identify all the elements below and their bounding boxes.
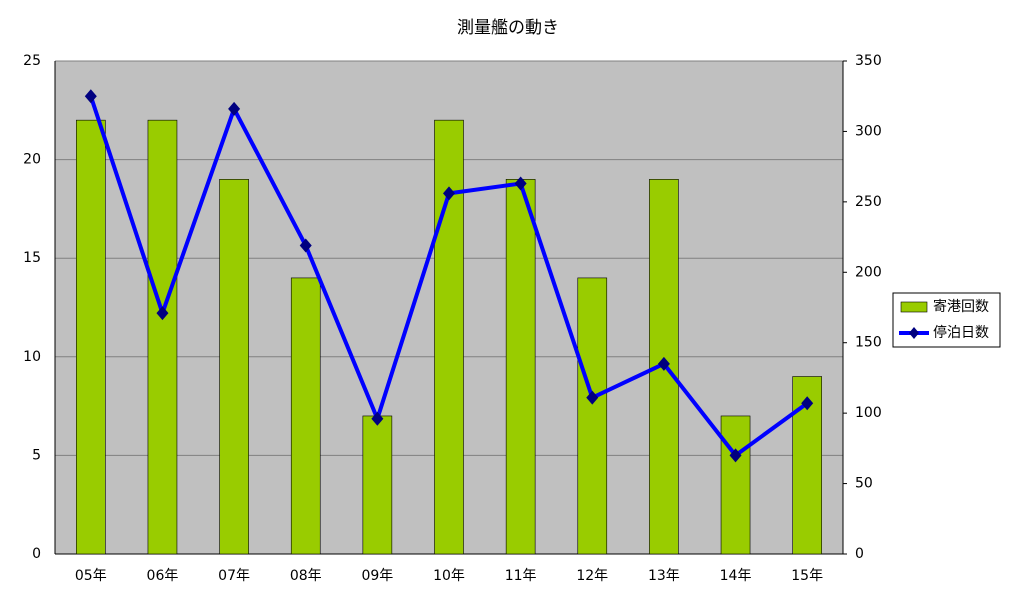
- y2-tick-label: 350: [855, 53, 882, 69]
- y2-tick-label: 0: [855, 546, 864, 562]
- line-marker: [371, 411, 384, 426]
- line-marker: [514, 176, 527, 191]
- bar: [362, 415, 393, 555]
- bar: [577, 277, 608, 555]
- y-tick-label: 5: [32, 447, 41, 463]
- legend-label: 寄港回数: [933, 298, 989, 315]
- x-tick-label: 15年: [791, 568, 823, 584]
- line-marker: [299, 238, 312, 253]
- bar: [290, 277, 321, 555]
- line-marker: [228, 101, 241, 116]
- y2-tick-label: 150: [855, 335, 882, 351]
- line-marker: [586, 390, 599, 405]
- x-tick-label: 06年: [147, 568, 179, 584]
- legend-label: 停泊日数: [933, 324, 989, 341]
- bar: [76, 119, 106, 555]
- x-tick-label: 11年: [505, 568, 537, 584]
- bar: [219, 179, 249, 555]
- x-tick-label: 08年: [290, 568, 322, 584]
- x-tick-label: 12年: [576, 568, 608, 584]
- chart-title: 測量艦の動き: [457, 18, 559, 38]
- line-marker: [84, 89, 97, 104]
- line-marker: [729, 448, 742, 463]
- y-tick-label: 25: [23, 53, 41, 69]
- y2-tick-label: 200: [855, 264, 882, 280]
- y-tick-label: 10: [23, 349, 41, 365]
- x-tick-label: 13年: [648, 568, 680, 584]
- y-tick-label: 0: [32, 546, 41, 562]
- y2-tick-label: 300: [855, 123, 882, 139]
- bar: [434, 119, 464, 555]
- bar: [147, 119, 178, 555]
- y-tick-label: 20: [23, 152, 41, 168]
- x-tick-label: 14年: [720, 568, 752, 584]
- line-marker: [443, 186, 455, 201]
- y2-tick-label: 250: [855, 194, 882, 210]
- x-tick-label: 09年: [361, 568, 393, 584]
- legend-swatch: [900, 301, 928, 313]
- line-marker: [657, 356, 670, 371]
- line-marker: [156, 306, 169, 321]
- x-tick-label: 05年: [75, 568, 107, 584]
- line-marker: [801, 396, 814, 411]
- legend-marker: [909, 327, 919, 339]
- x-tick-label: 07年: [218, 568, 250, 584]
- y2-tick-label: 100: [855, 405, 882, 421]
- bar: [720, 415, 751, 555]
- bar: [505, 179, 536, 555]
- x-tick-label: 10年: [433, 568, 465, 584]
- y-tick-label: 15: [23, 250, 41, 266]
- y2-tick-label: 50: [855, 476, 873, 492]
